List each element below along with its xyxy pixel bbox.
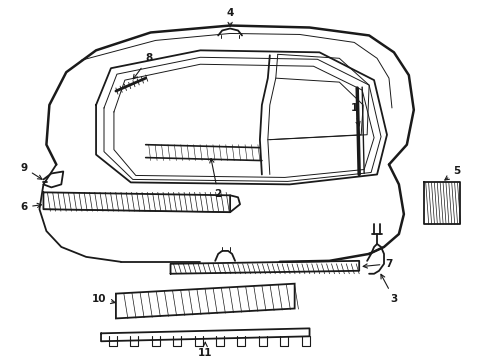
Text: 11: 11: [198, 342, 213, 358]
Text: 8: 8: [133, 53, 152, 79]
Polygon shape: [116, 284, 294, 319]
Text: 10: 10: [92, 293, 115, 303]
Text: 1: 1: [351, 103, 360, 126]
Text: 5: 5: [445, 166, 460, 180]
Text: 4: 4: [226, 8, 234, 27]
Text: 2: 2: [210, 158, 222, 199]
Text: 6: 6: [20, 202, 42, 212]
Text: 3: 3: [381, 274, 397, 303]
Text: 9: 9: [20, 162, 42, 179]
Text: 7: 7: [363, 259, 392, 269]
